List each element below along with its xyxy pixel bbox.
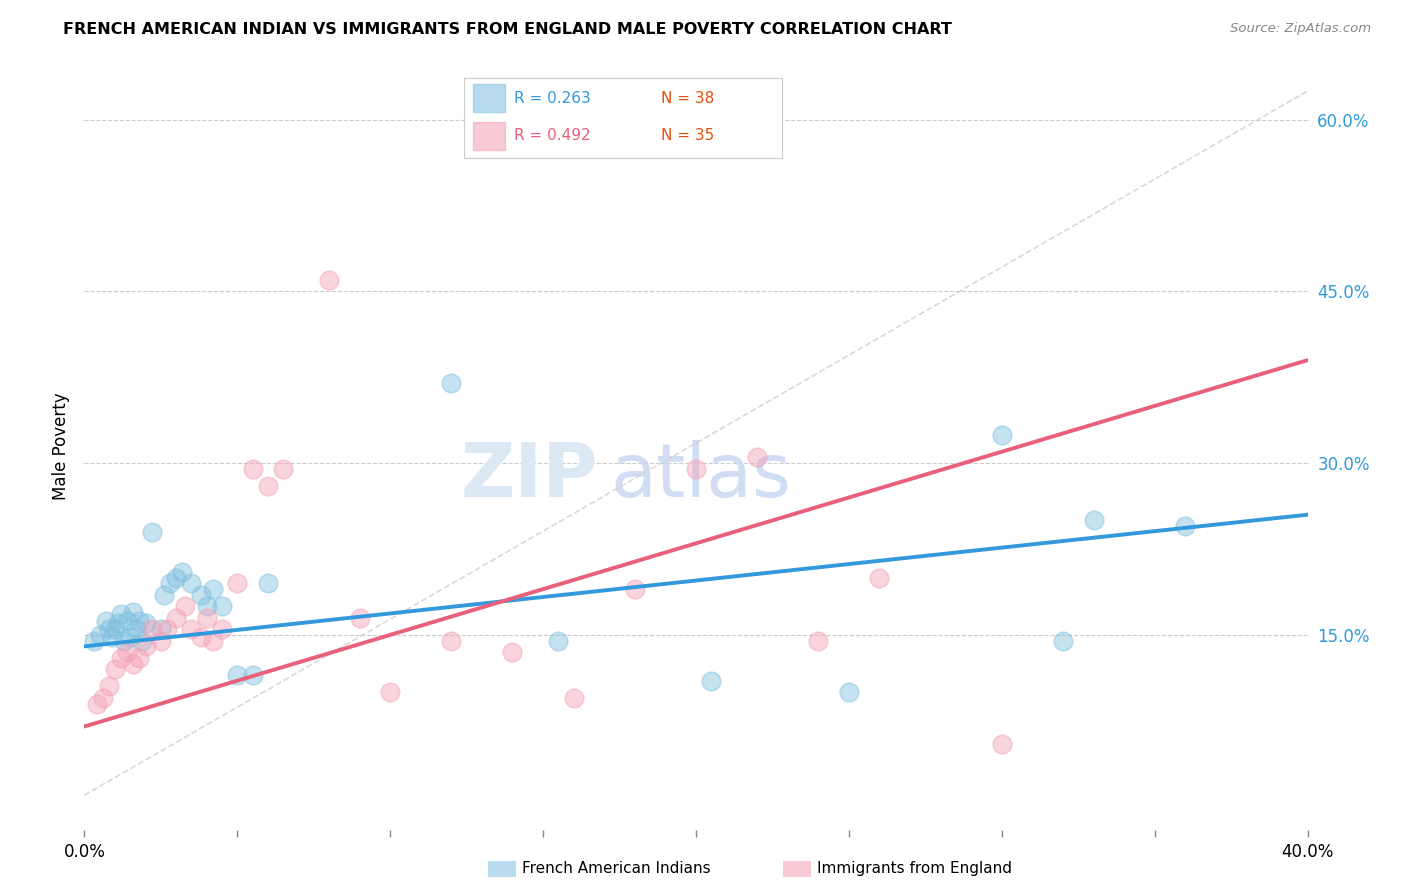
Point	[97, 622, 120, 636]
Point	[226, 668, 249, 682]
Point	[195, 599, 218, 614]
Point	[180, 576, 202, 591]
Point	[128, 614, 150, 628]
Point	[131, 633, 153, 648]
Point	[991, 737, 1014, 751]
Point	[747, 450, 769, 465]
Text: FRENCH AMERICAN INDIAN VS IMMIGRANTS FROM ENGLAND MALE POVERTY CORRELATION CHART: FRENCH AMERICAN INDIAN VS IMMIGRANTS FRO…	[63, 22, 952, 37]
Point	[115, 645, 138, 659]
Point	[149, 622, 172, 636]
Point	[502, 645, 524, 659]
Point	[120, 630, 142, 644]
Point	[83, 633, 105, 648]
Point	[380, 685, 402, 699]
Point	[128, 650, 150, 665]
Point	[165, 611, 187, 625]
Point	[101, 630, 124, 644]
Point	[440, 633, 463, 648]
Point	[211, 622, 233, 636]
Point	[141, 524, 163, 539]
Point	[97, 680, 120, 694]
Point	[271, 462, 294, 476]
Text: ZIP: ZIP	[461, 440, 598, 513]
Point	[685, 462, 707, 476]
Point	[141, 622, 163, 636]
Point	[174, 599, 197, 614]
Point	[104, 622, 127, 636]
Point	[125, 622, 148, 636]
Point	[104, 662, 127, 676]
Text: Immigrants from England: Immigrants from England	[817, 862, 1012, 876]
Point	[226, 576, 249, 591]
Point	[562, 690, 585, 705]
Point	[86, 697, 108, 711]
Point	[94, 614, 117, 628]
Point	[1174, 519, 1197, 533]
Point	[624, 582, 647, 596]
Point	[89, 628, 111, 642]
Point	[201, 633, 224, 648]
Point	[190, 588, 212, 602]
Y-axis label: Male Poverty: Male Poverty	[52, 392, 70, 500]
Point	[700, 673, 723, 688]
Point	[135, 616, 157, 631]
Point	[195, 611, 218, 625]
Point	[807, 633, 830, 648]
Point	[165, 571, 187, 585]
Point	[547, 633, 569, 648]
Point	[242, 668, 264, 682]
Point	[122, 605, 145, 619]
Point	[1083, 513, 1105, 527]
Point	[211, 599, 233, 614]
Point	[440, 376, 463, 390]
Point	[257, 576, 280, 591]
Point	[107, 616, 129, 631]
Text: French American Indians: French American Indians	[522, 862, 710, 876]
Point	[91, 690, 114, 705]
Point	[318, 273, 340, 287]
Text: atlas: atlas	[610, 440, 792, 513]
Point	[156, 622, 179, 636]
Point	[349, 611, 371, 625]
Point	[159, 576, 181, 591]
Point	[190, 630, 212, 644]
Point	[115, 614, 138, 628]
Point	[180, 622, 202, 636]
Point	[122, 657, 145, 671]
Point	[1052, 633, 1074, 648]
Point	[110, 607, 132, 622]
Point	[257, 479, 280, 493]
Point	[869, 571, 891, 585]
Point	[242, 462, 264, 476]
Point	[153, 588, 176, 602]
Point	[838, 685, 860, 699]
Text: Source: ZipAtlas.com: Source: ZipAtlas.com	[1230, 22, 1371, 36]
Point	[135, 640, 157, 654]
Point	[149, 633, 172, 648]
Point	[172, 565, 194, 579]
Point	[201, 582, 224, 596]
Point	[991, 427, 1014, 442]
Point	[112, 633, 135, 648]
Point	[110, 650, 132, 665]
